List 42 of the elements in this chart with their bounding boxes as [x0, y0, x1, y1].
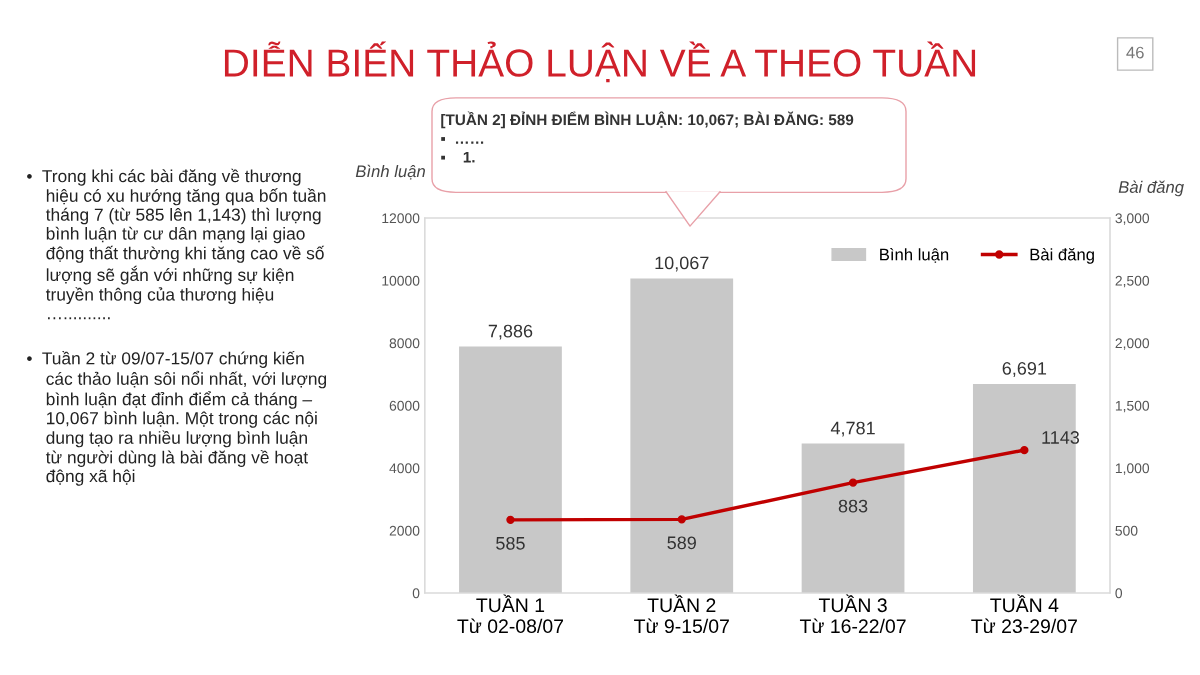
point — [677, 515, 686, 524]
y-tick-label: 2000 — [389, 525, 420, 536]
y2-tick-label: 3,000 — [1115, 213, 1150, 225]
data-label: 589 — [667, 536, 696, 550]
y2-tick-label: 2,000 — [1115, 338, 1150, 350]
data-label: 1143 — [1042, 431, 1080, 444]
data-label: 883 — [838, 499, 868, 513]
y-tick-label: 0 — [412, 588, 420, 599]
bar — [630, 278, 734, 593]
y2-tick-label: 1,000 — [1115, 463, 1150, 475]
legend-label: Bình luận — [880, 248, 949, 263]
text: [TUẦN 2] ĐỈNH ĐIỂM BÌNH LUẬN: 10,067; BÀI ĐĂNG: 589 ▪ …… ▪ 1. — [441, 111, 854, 163]
y-tick-label: 10000 — [382, 275, 420, 286]
text: • Tuần 2 từ 09/07-15/07 chứng kiến các thảo luận sôi nổi nhất, với lượng bình luận đạt đỉnh điểm cả tháng – 10,067 bình luận. Một trong các nội dung tạo ra nhiều lượng bình luận từ người dùng là bài đăng về hoạt động xã hội — [27, 351, 327, 486]
y2-axis-title: Bài đăng — [1118, 180, 1184, 197]
bar — [801, 443, 905, 593]
data-label: 6,691 — [1002, 362, 1047, 377]
text: 46 — [1126, 46, 1144, 59]
x-tick-label: TUẦN 2 Từ 9-15/07 — [634, 594, 729, 634]
y2-tick-label: 2,500 — [1115, 275, 1150, 288]
x-tick-label: TUẦN 4 Từ 23-29/07 — [971, 594, 1077, 634]
point — [1020, 445, 1029, 455]
y2-tick-label: 500 — [1115, 525, 1138, 536]
text: • Trong khi các bài đăng về thương hiệu có xu hướng tăng qua bốn tuần tháng 7 (từ 585 lên 1,143) thì lượng bình luận từ cư dân mạng lại giao động thất thường khi tăng cao về số lượng sẽ gắn với những sự kiện truyền thông của thương hiệu ….......... — [27, 168, 326, 320]
y-tick-label: 6000 — [389, 400, 420, 411]
y-tick-label: 8000 — [389, 338, 420, 349]
legend-label: Bài đăng — [1030, 248, 1094, 264]
data-label: 585 — [496, 536, 525, 550]
y-tick-label: 4000 — [389, 463, 420, 474]
x-tick-label: TUẦN 1 Từ 02-08/07 — [457, 594, 564, 634]
data-label: 10,067 — [655, 256, 709, 272]
data-label: 4,781 — [830, 421, 875, 437]
y-axis-title: Bình luận — [355, 164, 425, 180]
chart-title: DIỄN BIẾN THẢO LUẬN VỀ A THEO TUẦN — [224, 41, 976, 83]
bar — [459, 346, 562, 593]
data-label: 7,886 — [488, 324, 533, 340]
y2-tick-label: 1,500 — [1115, 400, 1150, 413]
y-tick-label: 12000 — [382, 213, 420, 224]
point — [506, 515, 515, 525]
point — [848, 478, 858, 487]
x-tick-label: TUẦN 3 Từ 16-22/07 — [799, 594, 906, 634]
y2-tick-label: 0 — [1115, 588, 1123, 599]
